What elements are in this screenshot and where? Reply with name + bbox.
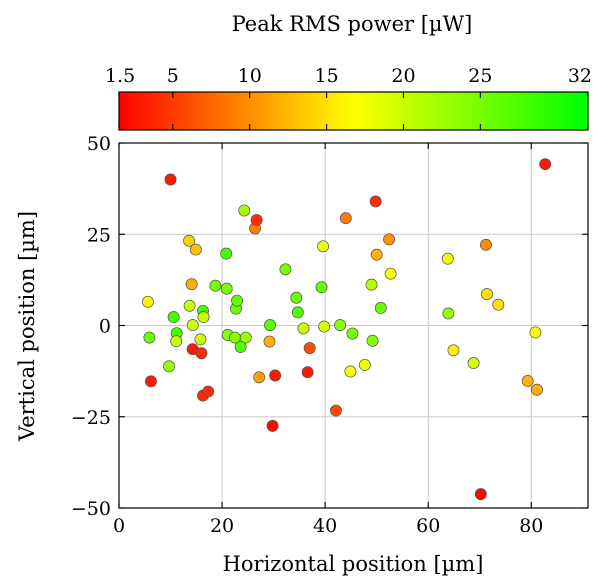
data-point <box>481 288 493 301</box>
grid <box>119 143 588 508</box>
y-tick-label: −50 <box>71 498 111 520</box>
data-point <box>531 383 543 396</box>
data-point <box>474 488 487 501</box>
data-point <box>339 212 352 225</box>
colorbar-tick-label: 32 <box>568 65 592 87</box>
data-points <box>141 158 552 501</box>
colorbar-ticks: 1.5 5 10 15 20 25 32 <box>105 65 592 130</box>
colorbar-title: Peak RMS power [µW] <box>232 12 473 36</box>
data-point <box>539 158 552 171</box>
data-point <box>303 342 316 355</box>
data-point <box>143 331 156 344</box>
data-point <box>163 360 175 373</box>
data-point <box>384 267 397 280</box>
data-point <box>366 334 379 347</box>
colorbar-tick-label: 25 <box>468 65 492 87</box>
data-point <box>238 204 251 217</box>
data-point <box>170 335 183 348</box>
y-axis-title: Vertical position [µm] <box>15 211 39 442</box>
data-point <box>239 331 252 344</box>
data-point <box>297 322 310 335</box>
data-point <box>318 320 331 333</box>
data-point <box>301 366 314 379</box>
data-point <box>383 233 396 246</box>
data-point <box>145 375 157 388</box>
data-point <box>290 291 303 304</box>
data-point <box>194 333 207 346</box>
data-point <box>231 294 243 307</box>
y-tick-label: 50 <box>87 133 111 155</box>
data-point <box>209 279 222 292</box>
colorbar: Peak RMS power [µW] 1.5 5 10 15 20 25 32 <box>105 12 592 131</box>
colorbar-tick-label: 20 <box>391 65 415 87</box>
data-point <box>467 357 480 370</box>
x-tick-label: 60 <box>416 515 440 537</box>
data-point <box>358 358 371 371</box>
data-point <box>167 311 180 324</box>
data-point <box>253 371 266 384</box>
data-point <box>197 311 210 324</box>
colorbar-tick-label: 10 <box>238 65 262 87</box>
data-point <box>442 307 455 320</box>
data-point <box>164 173 177 186</box>
data-point <box>185 278 198 291</box>
data-point <box>315 281 328 294</box>
data-point <box>279 263 292 276</box>
data-point <box>521 375 534 387</box>
data-point <box>183 234 196 247</box>
colorbar-tick-label: 5 <box>167 65 179 87</box>
x-tick-label: 0 <box>113 515 125 537</box>
data-point <box>202 385 215 398</box>
data-point <box>220 247 233 260</box>
data-point <box>369 195 382 208</box>
x-axis-title: Horizontal position [µm] <box>223 552 484 576</box>
x-tick-label: 20 <box>210 515 234 537</box>
data-point <box>250 214 263 226</box>
colorbar-tick-label: 1.5 <box>105 65 135 87</box>
data-point <box>344 365 357 378</box>
data-point <box>529 326 542 339</box>
data-point <box>492 298 505 311</box>
data-point <box>220 282 233 295</box>
data-point <box>234 341 247 353</box>
data-point <box>480 238 492 251</box>
axis-ticks: 0 20 40 60 80 −50 −25 0 25 50 <box>71 133 588 537</box>
colorbar-gradient <box>118 91 589 131</box>
data-point <box>346 327 359 340</box>
x-tick-label: 40 <box>313 515 337 537</box>
data-point <box>264 319 276 332</box>
data-point <box>263 335 276 348</box>
data-point <box>269 369 282 382</box>
data-point <box>141 295 154 308</box>
data-point <box>370 248 383 261</box>
data-point <box>374 302 387 314</box>
data-point <box>334 319 347 332</box>
data-point <box>330 404 342 417</box>
data-point <box>317 240 330 253</box>
data-point <box>195 347 208 360</box>
data-point <box>266 419 279 432</box>
data-point <box>447 344 460 357</box>
data-point <box>441 252 454 265</box>
data-point <box>189 243 202 256</box>
y-tick-label: 0 <box>99 316 111 338</box>
data-point <box>186 319 199 332</box>
x-tick-label: 80 <box>519 515 543 537</box>
data-point <box>291 306 304 319</box>
colorbar-tick-label: 15 <box>314 65 338 87</box>
data-point <box>365 278 378 291</box>
y-tick-label: 25 <box>87 224 111 246</box>
data-point <box>183 299 196 312</box>
y-tick-label: −25 <box>71 407 111 429</box>
